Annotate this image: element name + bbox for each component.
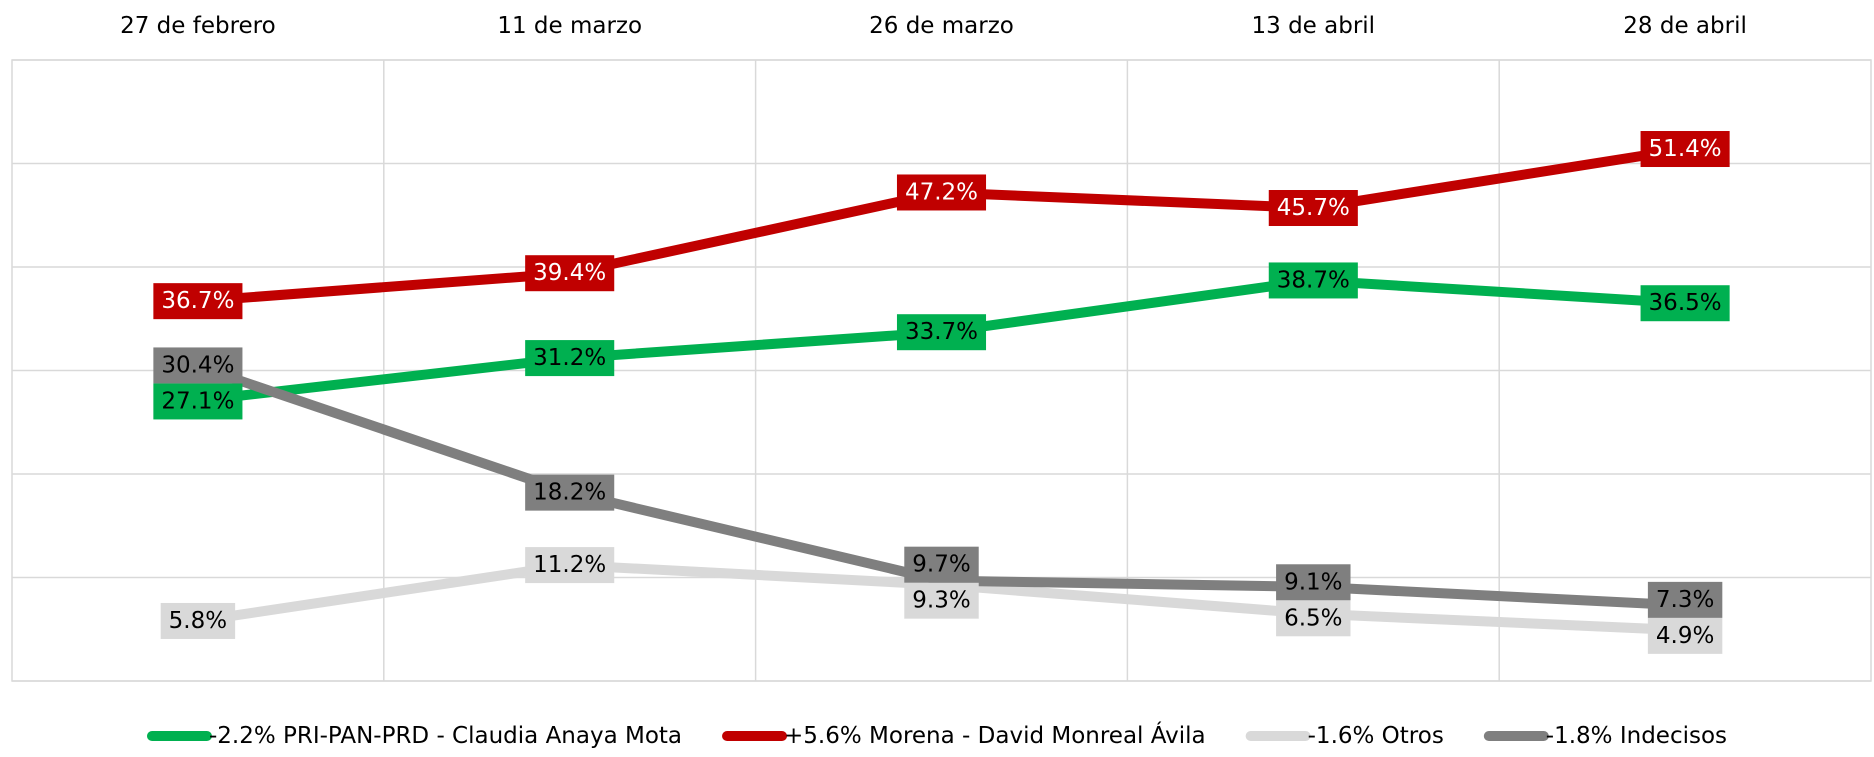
data-label: 30.4% xyxy=(153,347,243,384)
data-label-box xyxy=(1276,600,1351,637)
data-label-box xyxy=(153,383,243,420)
data-label-text: 5.8% xyxy=(169,608,227,634)
x-tick-label: 28 de abril xyxy=(1623,13,1747,39)
data-label-text: 11.2% xyxy=(533,552,606,578)
data-label: 9.7% xyxy=(904,546,979,583)
data-label: 33.7% xyxy=(896,314,987,351)
data-label-box xyxy=(1268,262,1358,299)
data-label-box xyxy=(525,340,615,377)
data-label-text: 6.5% xyxy=(1284,605,1342,631)
data-label-box xyxy=(160,602,236,639)
data-label-text: 33.7% xyxy=(905,319,978,345)
data-label-box xyxy=(525,255,615,292)
data-label-box xyxy=(1647,617,1723,654)
data-label: 45.7% xyxy=(1268,190,1358,227)
legend-label: -1.8% Indecisos xyxy=(1546,723,1727,749)
data-label-text: 36.7% xyxy=(161,288,234,314)
data-label: 6.5% xyxy=(1276,600,1351,637)
data-label: 4.9% xyxy=(1647,617,1723,654)
data-label: 31.2% xyxy=(525,340,615,377)
data-label: 39.4% xyxy=(525,255,615,292)
legend: -2.2% PRI-PAN-PRD - Claudia Anaya Mota +5… xyxy=(146,721,1727,749)
data-label-box xyxy=(904,546,979,583)
x-tick-label: 26 de marzo xyxy=(869,13,1014,39)
data-label-box xyxy=(904,582,979,619)
data-label-box xyxy=(153,283,243,320)
data-label: 7.3% xyxy=(1647,581,1723,618)
legend-label: -2.2% PRI-PAN-PRD - Claudia Anaya Mota xyxy=(209,723,682,749)
x-tick-label: 11 de marzo xyxy=(497,13,642,39)
data-label: 18.2% xyxy=(525,474,615,511)
data-label: 5.8% xyxy=(160,602,236,639)
data-label: 9.3% xyxy=(904,582,979,619)
data-label-box xyxy=(1268,190,1358,227)
data-label-box xyxy=(896,174,987,211)
data-label-text: 38.7% xyxy=(1277,267,1350,293)
data-label-text: 7.3% xyxy=(1656,587,1714,613)
data-label-box xyxy=(1647,581,1723,618)
x-tick-label: 13 de abril xyxy=(1252,13,1376,39)
data-label: 9.1% xyxy=(1276,564,1351,601)
data-label: 38.7% xyxy=(1268,262,1358,299)
data-label-text: 9.7% xyxy=(912,552,970,578)
data-label: 27.1% xyxy=(153,383,243,420)
series-line xyxy=(197,144,1686,307)
data-label-text: 36.5% xyxy=(1649,290,1722,316)
data-label-text: 9.3% xyxy=(912,588,970,614)
data-label-text: 51.4% xyxy=(1649,136,1722,162)
data-label-text: 31.2% xyxy=(533,345,606,371)
data-label-text: 9.1% xyxy=(1284,569,1342,595)
data-label-box xyxy=(525,474,615,511)
legend-label: +5.6% Morena - David Monreal Ávila xyxy=(784,721,1206,749)
data-label-text: 18.2% xyxy=(533,480,606,506)
data-label-box xyxy=(1276,564,1351,601)
data-label-text: 4.9% xyxy=(1656,623,1714,649)
data-label-text: 39.4% xyxy=(533,260,606,286)
data-label-box xyxy=(525,547,615,584)
data-label: 11.2% xyxy=(525,547,615,584)
data-label-box xyxy=(153,347,243,384)
legend-label: -1.6% Otros xyxy=(1308,723,1444,749)
data-label-text: 47.2% xyxy=(905,179,978,205)
data-label: 36.7% xyxy=(153,283,243,320)
data-label: 51.4% xyxy=(1640,131,1730,168)
data-label-box xyxy=(1640,131,1730,168)
data-label-text: 45.7% xyxy=(1277,195,1350,221)
data-label-box xyxy=(1640,285,1730,322)
data-label: 47.2% xyxy=(896,174,987,211)
data-label-box xyxy=(896,314,987,351)
x-tick-label: 27 de febrero xyxy=(120,13,276,39)
data-label-text: 30.4% xyxy=(161,352,234,378)
data-label: 36.5% xyxy=(1640,285,1730,322)
data-label-text: 27.1% xyxy=(161,388,234,414)
